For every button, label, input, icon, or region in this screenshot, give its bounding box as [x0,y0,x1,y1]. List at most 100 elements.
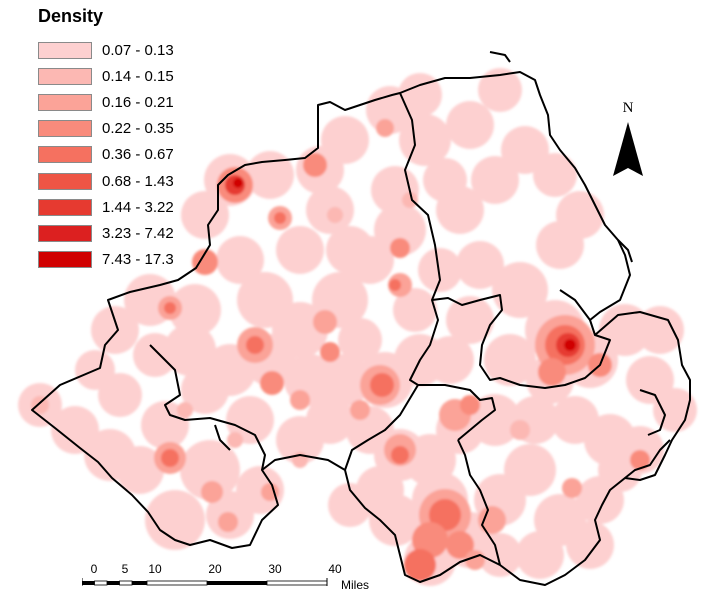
legend-title: Density [38,6,104,26]
legend-swatch [38,224,92,242]
density-hotspot [326,226,374,274]
scale-unit-label: Miles [341,578,370,592]
legend-item: 0.36 - 0.67 [38,142,174,168]
north-label: N [622,100,634,116]
legend: Density 0.07 - 0.13 0.14 - 0.15 0.16 - 0.2… [38,6,174,273]
boundary-layer [31,51,691,586]
density-hotspot [446,101,494,149]
density-hotspot [426,336,474,384]
density-hotspot [218,512,238,532]
density-hotspot [321,116,369,164]
scale-tick-label: 40 [328,562,342,576]
legend-swatch [38,41,92,59]
legend-label: 0.22 - 0.35 [102,120,174,138]
density-hotspot [478,506,506,534]
scale-tick-label: 0 [90,562,98,576]
density-hotspot [303,153,327,177]
density-hotspot [313,310,337,334]
legend-swatch [38,172,92,190]
density-hotspot [246,151,294,199]
legend-label: 7.43 - 17.3 [102,251,174,269]
region-boundary [399,92,496,441]
legend-label: 3.23 - 7.42 [102,224,174,242]
region-boundary [344,384,419,471]
density-hotspot [412,522,448,558]
density-hotspot [630,450,650,470]
region-boundary [639,389,666,436]
density-hotspot [246,336,264,354]
scale-tick-label: 20 [208,562,222,576]
density-hotspot [501,126,549,174]
density-hotspot [484,334,536,386]
region-boundary [431,294,611,389]
density-hotspot [390,238,410,258]
legend-label: 0.16 - 0.21 [102,93,174,111]
density-hotspot [504,444,556,496]
legend-label: 0.36 - 0.67 [102,146,174,164]
density-hotspot [201,481,223,503]
region-boundary [624,439,671,479]
density-hotspot [626,356,674,404]
scale-bar: 0 5 10 20 30 40 Miles [82,562,382,602]
density-hotspot [423,158,467,202]
density-hotspot [510,420,530,440]
density-hotspot [446,296,494,344]
density-hotspot [471,156,519,204]
density-hotspot [402,192,418,208]
north-arrow-icon [613,122,643,176]
density-hotspot [516,531,564,579]
legend-label: 0.68 - 1.43 [102,172,174,190]
region-boundary [149,344,266,471]
legend-label: 1.44 - 3.22 [102,198,174,216]
density-hotspot [599,304,651,356]
density-hotspot [161,449,179,467]
density-hotspot [91,306,139,354]
density-hotspot [180,440,240,500]
density-hotspot [456,241,504,289]
density-hotspot [492,262,548,318]
density-hotspot [460,395,480,415]
legend-item: 1.44 - 3.22 [38,194,174,220]
scale-tick-label: 30 [268,562,282,576]
legend-swatch [38,146,92,164]
density-hotspot [177,402,193,418]
density-hotspot [370,373,394,397]
density-hotspot [192,249,218,275]
density-hotspot [226,396,274,444]
legend-item: 3.23 - 7.42 [38,220,174,246]
legend-label: 0.14 - 0.15 [102,67,174,85]
density-hotspot [181,366,229,414]
density-hotspot [391,446,409,464]
density-hotspot [389,279,401,291]
legend-item: 0.16 - 0.21 [38,89,174,115]
density-hotspot [116,446,164,494]
density-hotspot [216,236,264,284]
scale-bar-graphic [82,578,328,586]
density-hotspot [133,333,177,377]
legend-item: 0.07 - 0.13 [38,37,174,63]
density-hotspot [328,483,372,527]
legend-item: 0.14 - 0.15 [38,63,174,89]
density-hotspot [274,212,286,224]
density-hotspot [636,306,684,354]
density-hotspot [141,401,189,449]
legend-item: 7.43 - 17.3 [38,247,174,273]
density-hotspot [233,178,243,188]
density-hotspot [260,371,284,395]
density-hotspot [404,549,436,581]
density-hotspot [276,416,324,464]
region-boundary [214,424,231,451]
region-boundary [489,51,511,63]
density-hotspot [51,406,99,454]
north-arrow: N [611,100,645,180]
density-hotspot [429,499,461,531]
density-hotspot [169,284,221,336]
legend-item: 0.68 - 1.43 [38,168,174,194]
density-hotspot [164,302,176,314]
density-hotspot [374,204,426,256]
region-boundary [559,289,591,321]
density-hotspot [236,466,284,514]
density-hotspot [562,478,582,498]
density-hotspot [478,68,522,112]
